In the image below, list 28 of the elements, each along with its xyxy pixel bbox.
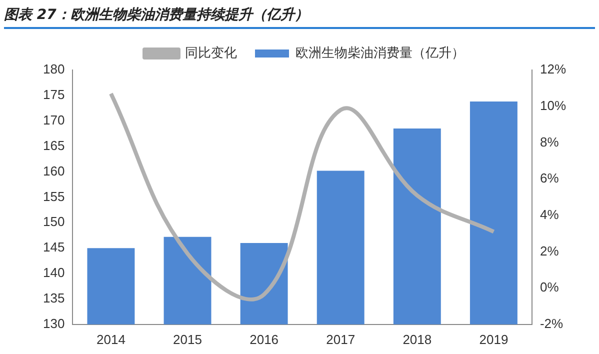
x-tick-label: 2017	[326, 332, 356, 347]
x-tick-label: 2018	[402, 332, 432, 347]
x-tick-label: 2015	[173, 332, 202, 347]
y2-tick-label: 0%	[540, 280, 560, 295]
y2-tick-label: 10%	[540, 98, 566, 113]
y-tick-label: 130	[42, 316, 65, 331]
legend-label: 欧洲生物柴油消费量（亿升）	[296, 46, 464, 61]
y-tick-label: 140	[42, 265, 65, 280]
x-tick-label: 2014	[96, 332, 126, 347]
chart-title: 图表 27：欧洲生物柴油消费量持续提升（亿升）	[4, 0, 595, 29]
y2-tick-label: 2%	[540, 243, 560, 258]
y-tick-label: 160	[42, 163, 65, 178]
y-tick-label: 175	[42, 87, 65, 102]
y2-tick-label: 8%	[540, 134, 560, 150]
y2-tick-label: 6%	[540, 170, 560, 186]
x-tick-label: 2016	[250, 332, 279, 347]
y-tick-label: 150	[42, 214, 65, 230]
x-tick-label: 2019	[479, 332, 508, 347]
y-tick-label: 145	[42, 240, 65, 255]
y-tick-label: 180	[42, 62, 65, 77]
y-tick-label: 165	[42, 138, 65, 153]
y2-tick-label: 12%	[540, 62, 566, 77]
legend-label: 同比变化	[185, 46, 237, 61]
y2-tick-label: -2%	[540, 316, 564, 331]
y-tick-label: 155	[42, 188, 65, 204]
y2-tick-label: 4%	[540, 206, 560, 222]
y-tick-label: 170	[42, 112, 65, 128]
y-tick-label: 135	[42, 290, 65, 306]
